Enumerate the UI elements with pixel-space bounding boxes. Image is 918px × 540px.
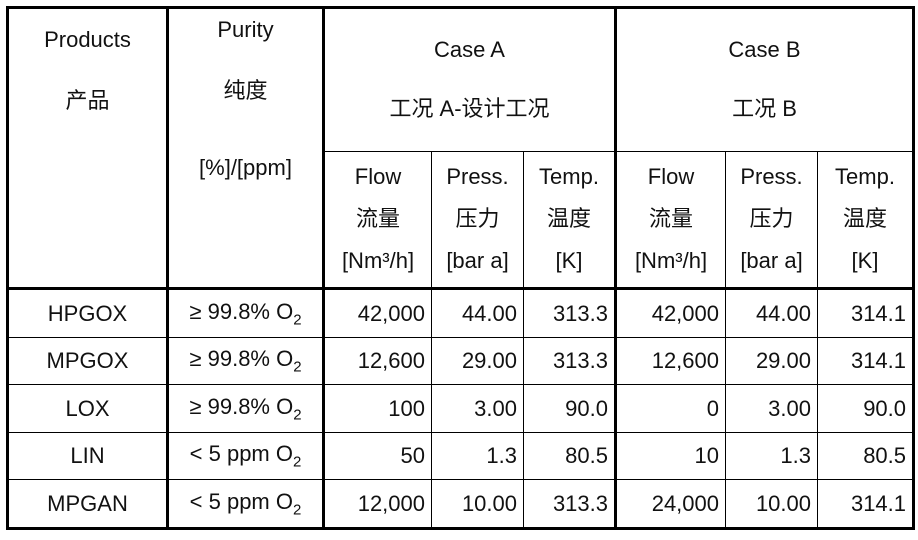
case-a-flow-cell: 12,000 (323, 479, 432, 529)
case-b-flow-cell: 42,000 (615, 288, 726, 338)
purity-header: Purity 纯度 [%]/[ppm] (167, 6, 325, 291)
product-cell: LOX (7, 384, 169, 433)
table-body: HPGOX ≥ 99.8% O2 42,000 44.00 313.3 42,000 44.… (7, 288, 915, 529)
case-b-temp-cell: 90.0 (816, 384, 915, 433)
case-a-temp-cell: 313.3 (523, 336, 617, 386)
case-a-temp-cell: 80.5 (523, 431, 617, 481)
case-a-flow-cell: 42,000 (323, 288, 432, 338)
case-a-flow-cell: 100 (323, 384, 432, 433)
purity-header-en: Purity (217, 17, 274, 42)
case-b-press-cell: 10.00 (725, 479, 818, 529)
product-cell: MPGOX (7, 336, 169, 386)
purity-cell: ≥ 99.8% O2 (167, 384, 325, 433)
product-cell: MPGAN (7, 479, 169, 529)
purity-cell: < 5 ppm O2 (167, 479, 325, 529)
table-row: LIN < 5 ppm O2 50 1.3 80.5 10 1.3 80.5 (7, 431, 915, 481)
purity-header-cn: 纯度 (223, 78, 268, 103)
product-cell: HPGOX (7, 288, 169, 338)
case-b-press-cell: 44.00 (725, 288, 818, 338)
header-row-cases: Products 产品 Purity 纯度 [%]/[ppm] Case A 工… (7, 6, 915, 291)
case-a-press-cell: 3.00 (431, 384, 524, 433)
case-a-header: Case A 工况 A-设计工况 (323, 7, 617, 152)
case-a-temp-header: Temp. 温度 [K] (523, 150, 617, 291)
case-a-temp-cell: 90.0 (523, 384, 617, 433)
purity-cell: ≥ 99.8% O2 (167, 288, 325, 338)
case-b-temp-cell: 314.1 (816, 288, 915, 338)
case-b-header-en: Case B (728, 36, 801, 62)
case-b-press-header: Press. 压力 [bar a] (725, 150, 818, 291)
products-header: Products 产品 (7, 6, 169, 291)
case-a-press-cell: 44.00 (431, 288, 524, 338)
case-b-flow-cell: 0 (615, 384, 726, 433)
purity-cell: < 5 ppm O2 (167, 431, 325, 481)
purity-header-unit: [%]/[ppm] (199, 155, 292, 180)
case-b-flow-header: Flow 流量 [Nm³/h] (615, 150, 726, 291)
case-b-flow-cell: 10 (615, 431, 726, 481)
case-a-press-cell: 1.3 (431, 431, 524, 481)
case-b-press-cell: 1.3 (725, 431, 818, 481)
purity-cell: ≥ 99.8% O2 (167, 336, 325, 386)
table-row: LOX ≥ 99.8% O2 100 3.00 90.0 0 3.00 90.0 (7, 384, 915, 433)
case-b-header-cn: 工况 B (732, 95, 797, 121)
table-row: MPGOX ≥ 99.8% O2 12,600 29.00 313.3 12,600 29.… (7, 336, 915, 386)
case-b-press-cell: 29.00 (725, 336, 818, 386)
case-a-press-header: Press. 压力 [bar a] (431, 150, 524, 291)
case-a-flow-cell: 50 (323, 431, 432, 481)
case-a-header-en: Case A (434, 36, 505, 62)
case-a-temp-cell: 313.3 (523, 288, 617, 338)
products-header-cn: 产品 (65, 88, 110, 113)
products-header-en: Products (44, 27, 131, 52)
table-row: MPGAN < 5 ppm O2 12,000 10.00 313.3 24,000 10.… (7, 479, 915, 529)
case-a-flow-header: Flow 流量 [Nm³/h] (323, 150, 432, 291)
case-a-press-cell: 10.00 (431, 479, 524, 529)
case-a-press-cell: 29.00 (431, 336, 524, 386)
case-b-press-cell: 3.00 (725, 384, 818, 433)
case-a-header-cn: 工况 A-设计工况 (389, 95, 550, 121)
case-a-flow-cell: 12,600 (323, 336, 432, 386)
case-b-temp-cell: 314.1 (816, 479, 915, 529)
case-b-temp-cell: 80.5 (816, 431, 915, 481)
header-row-params: Flow 流量 [Nm³/h] Press. 压力 [bar a] Temp. … (8, 150, 915, 291)
table-row: HPGOX ≥ 99.8% O2 42,000 44.00 313.3 42,000 44.… (7, 288, 915, 338)
product-cell: LIN (7, 431, 169, 481)
product-spec-table: Products 产品 Purity 纯度 [%]/[ppm] Case A 工… (6, 6, 916, 530)
case-a-temp-cell: 313.3 (523, 479, 617, 529)
case-b-temp-cell: 314.1 (816, 336, 915, 386)
case-b-temp-header: Temp. 温度 [K] (816, 150, 915, 291)
case-b-flow-cell: 24,000 (615, 479, 726, 529)
case-b-flow-cell: 12,600 (615, 336, 726, 386)
case-b-header: Case B 工况 B (614, 7, 915, 152)
